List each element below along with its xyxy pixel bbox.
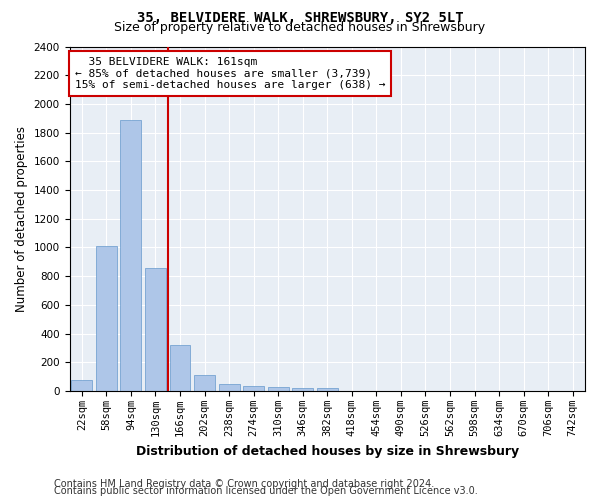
Text: 35 BELVIDERE WALK: 161sqm
← 85% of detached houses are smaller (3,739)
15% of se: 35 BELVIDERE WALK: 161sqm ← 85% of detac… [74, 57, 385, 90]
Bar [71, 380, 92, 391]
Bar [292, 388, 313, 391]
Text: 35, BELVIDERE WALK, SHREWSBURY, SY2 5LT: 35, BELVIDERE WALK, SHREWSBURY, SY2 5LT [137, 11, 463, 25]
Text: Size of property relative to detached houses in Shrewsbury: Size of property relative to detached ho… [115, 22, 485, 35]
Bar [170, 345, 190, 391]
Bar [121, 120, 142, 391]
Bar [268, 388, 289, 391]
Y-axis label: Number of detached properties: Number of detached properties [15, 126, 28, 312]
Bar [243, 386, 264, 391]
Bar [96, 246, 117, 391]
Bar [194, 374, 215, 391]
Bar [317, 388, 338, 391]
Bar [218, 384, 239, 391]
Text: Contains public sector information licensed under the Open Government Licence v3: Contains public sector information licen… [54, 486, 478, 496]
Text: Contains HM Land Registry data © Crown copyright and database right 2024.: Contains HM Land Registry data © Crown c… [54, 479, 434, 489]
X-axis label: Distribution of detached houses by size in Shrewsbury: Distribution of detached houses by size … [136, 444, 519, 458]
Bar [145, 268, 166, 391]
